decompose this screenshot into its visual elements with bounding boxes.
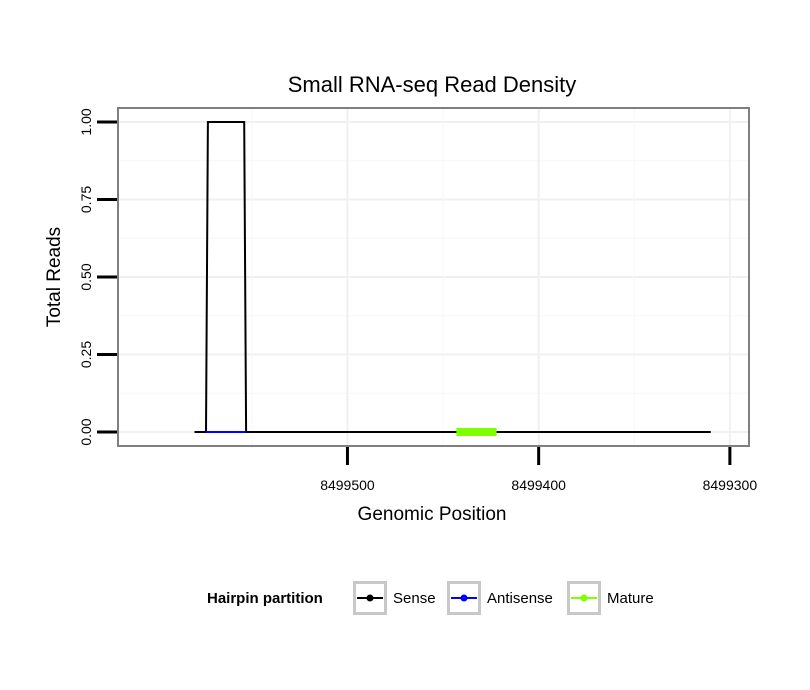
legend-label: Sense	[393, 590, 436, 607]
legend-item-antisense: Antisense	[447, 581, 553, 615]
legend: Hairpin partition Sense Antisense Mature	[207, 581, 654, 615]
x-axis-title: Genomic Position	[358, 504, 507, 525]
legend-items: Sense Antisense Mature	[353, 581, 654, 615]
y-tick-label: 0.00	[78, 418, 94, 445]
y-tick-label: 0.75	[78, 186, 94, 213]
legend-title: Hairpin partition	[207, 590, 323, 607]
y-tick-label: 0.50	[78, 263, 94, 290]
legend-key-point	[580, 594, 588, 602]
x-axis: 8499500 8499400 8499300	[320, 447, 757, 493]
legend-label: Antisense	[487, 590, 553, 607]
legend-key-point	[366, 594, 374, 602]
series-layer	[194, 121, 711, 436]
legend-key-point	[460, 594, 468, 602]
y-tick-label: 1.00	[78, 108, 94, 135]
legend-label: Mature	[607, 590, 654, 607]
y-axis-title: Total Reads	[44, 227, 65, 327]
panel-border	[117, 107, 750, 447]
x-tick-label: 8499300	[703, 477, 758, 493]
y-axis: 0.00 0.25 0.50 0.75 1.00	[78, 108, 117, 446]
y-tick-label: 0.25	[78, 341, 94, 368]
x-tick-label: 8499500	[320, 477, 375, 493]
legend-item-mature: Mature	[567, 581, 654, 615]
chart-title: Small RNA-seq Read Density	[288, 72, 577, 97]
legend-item-sense: Sense	[353, 581, 436, 615]
x-tick-label: 8499400	[511, 477, 566, 493]
series-line-sense	[194, 121, 711, 433]
